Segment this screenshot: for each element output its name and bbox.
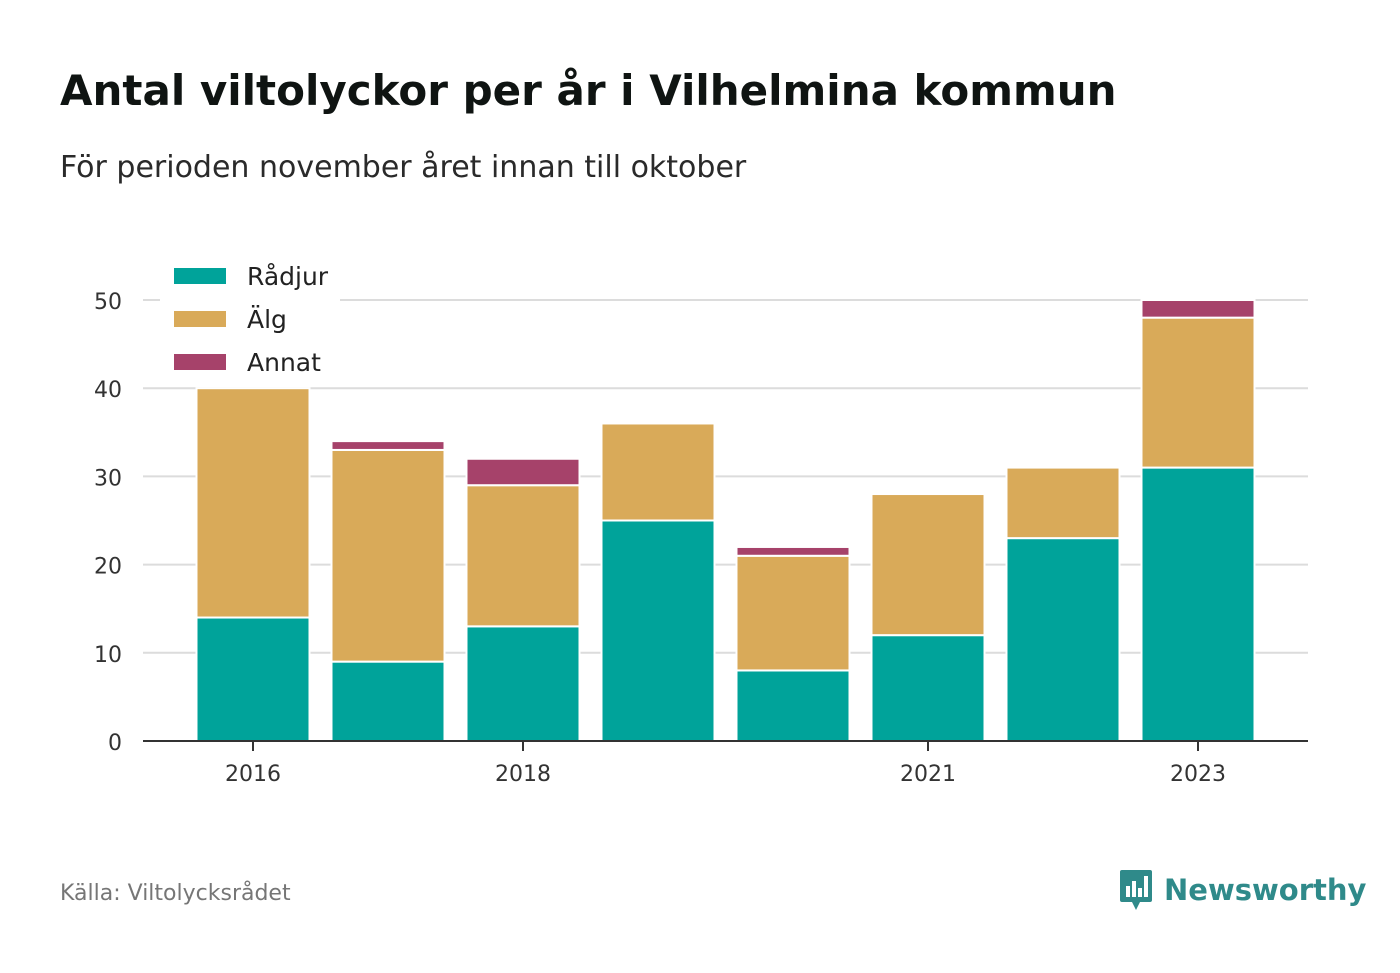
bar-älg-2018	[465, 484, 581, 628]
bar-älg-2016	[195, 387, 311, 619]
legend-label: Älg	[247, 305, 287, 334]
newsworthy-logo-icon	[1120, 870, 1152, 910]
bar-rådjur-2018	[465, 625, 581, 743]
legend-swatch-rådjur	[174, 268, 226, 284]
bar-rådjur-2023	[1140, 466, 1256, 742]
bars	[195, 299, 1256, 743]
bar-rådjur-2016	[195, 616, 311, 743]
bar-annat-2018	[465, 457, 581, 487]
bar-älg-2020	[735, 554, 851, 672]
x-tick-label: 2021	[900, 762, 956, 787]
x-tick-label: 2016	[225, 762, 281, 787]
bar-rådjur-2022	[1005, 537, 1121, 743]
chart-subtitle: För perioden november året innan till ok…	[60, 150, 747, 185]
y-tick-label: 0	[108, 731, 122, 756]
legend-label: Rådjur	[247, 262, 329, 291]
brand-name: Newsworthy	[1164, 873, 1367, 907]
y-tick-label: 30	[94, 466, 122, 491]
bar-älg-2019	[600, 422, 716, 522]
y-tick-label: 50	[94, 290, 122, 315]
bar-älg-2017	[330, 448, 446, 663]
y-axis-ticks: 0 10 20 30 40 50	[94, 290, 122, 756]
y-tick-label: 10	[94, 643, 122, 668]
bar-annat-2017	[330, 440, 446, 451]
x-tick-label: 2023	[1170, 762, 1226, 787]
legend-swatch-annat	[174, 354, 226, 370]
legend-label: Annat	[247, 348, 321, 377]
y-tick-label: 20	[94, 555, 122, 580]
bar-rådjur-2017	[330, 660, 446, 742]
legend-swatch-älg	[174, 311, 226, 327]
chart-title: Antal viltolyckor per år i Vilhelmina ko…	[60, 66, 1117, 115]
bar-rådjur-2019	[600, 519, 716, 742]
x-axis-ticks: 2016 2018 2021 2023	[225, 741, 1226, 787]
source-note: Källa: Viltolycksrådet	[60, 881, 291, 906]
bar-rådjur-2020	[735, 669, 851, 742]
bar-älg-2021	[870, 493, 986, 637]
bar-annat-2020	[735, 545, 851, 557]
y-tick-label: 40	[94, 378, 122, 403]
bar-rådjur-2021	[870, 634, 986, 742]
bar-älg-2022	[1005, 466, 1121, 540]
bar-annat-2023	[1140, 299, 1256, 319]
x-tick-label: 2018	[495, 762, 551, 787]
brand-logo[interactable]: Newsworthy	[1118, 868, 1366, 912]
legend: Rådjur Älg Annat	[160, 252, 340, 386]
bar-älg-2023	[1140, 316, 1256, 469]
